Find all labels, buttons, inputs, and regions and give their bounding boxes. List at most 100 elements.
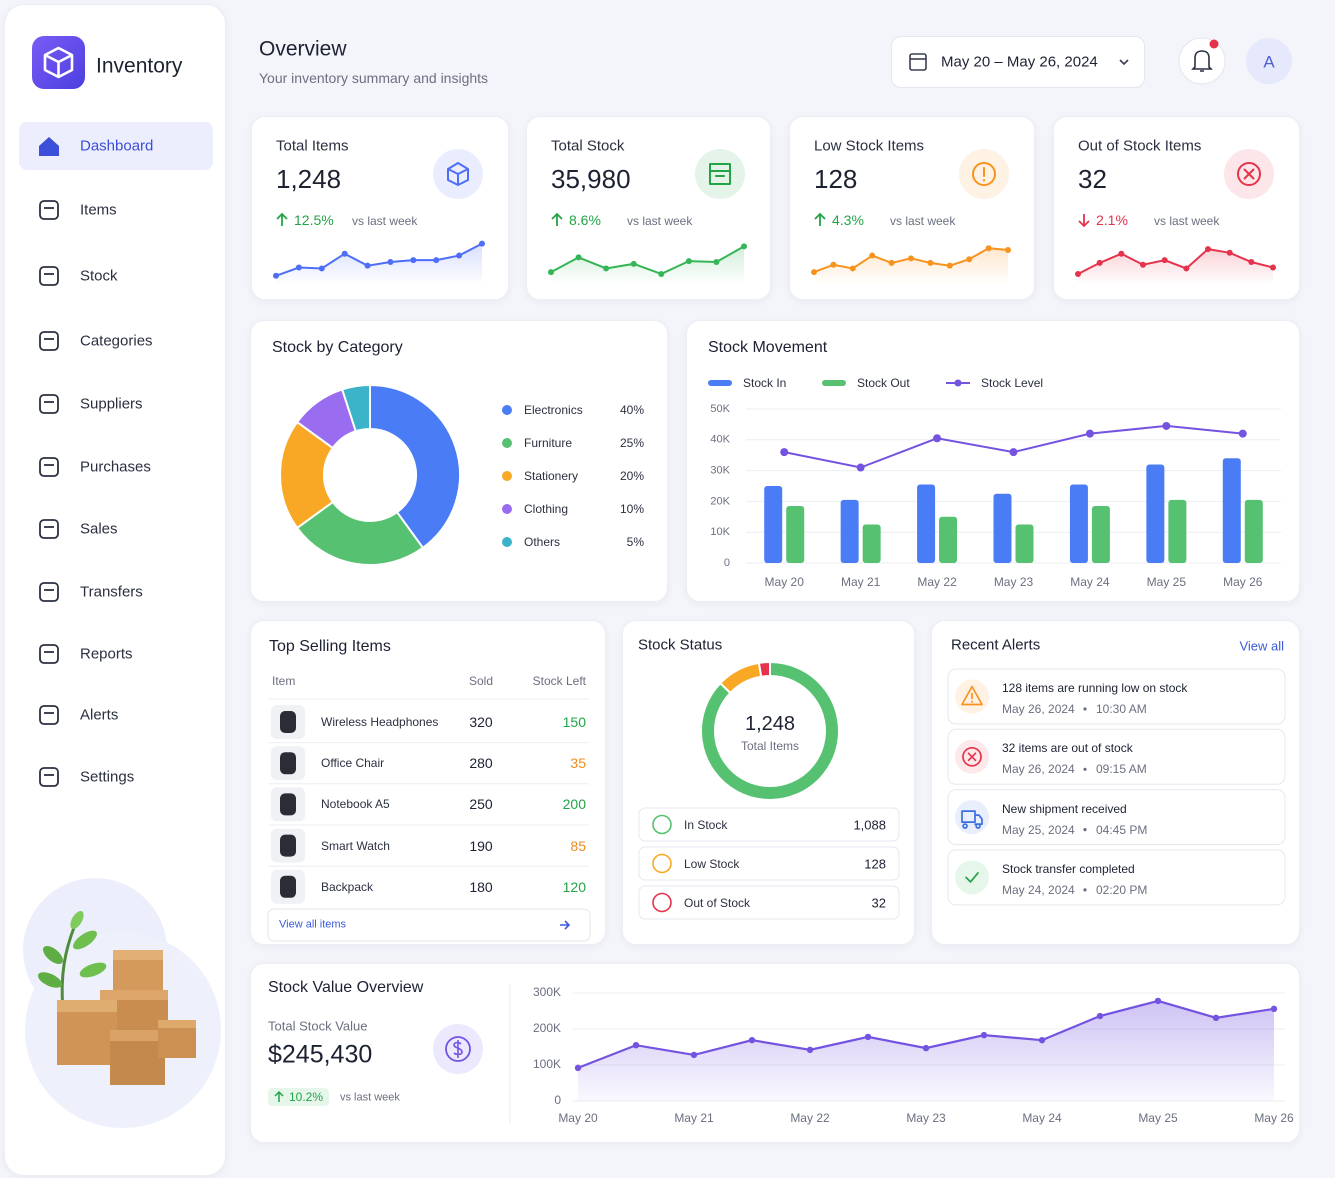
kpi-note: vs last week: [890, 214, 956, 228]
avatar-initial[interactable]: A: [1263, 52, 1275, 72]
nav-icon: [39, 266, 59, 286]
area-point: [1270, 1005, 1278, 1013]
kpi-change: 8.6%: [569, 212, 601, 228]
nav-item[interactable]: Categories: [80, 332, 153, 350]
item-thumb: [271, 869, 305, 904]
kpi-label: Out of Stock Items: [1078, 137, 1202, 155]
kpi-value: 1,248: [276, 164, 342, 194]
top-selling-card: Top Selling Items Item Sold Stock Left Wirel…: [250, 620, 606, 945]
illustration-blob: [23, 878, 167, 1022]
area-point: [1096, 1012, 1104, 1020]
y-tick-label: 200K: [533, 1021, 561, 1035]
nav-item[interactable]: Suppliers: [80, 395, 143, 413]
kpi-card: Out of Stock Items 32 2.1% vs last week: [1053, 116, 1300, 300]
alert-icon-bg: [955, 679, 989, 714]
nav-item[interactable]: Items: [80, 201, 117, 219]
nav-item[interactable]: Transfers: [80, 583, 143, 601]
date-range-button[interactable]: May 20 – May 26, 2024: [891, 36, 1145, 88]
column-header: Stock Left: [532, 674, 586, 688]
sparkline: [275, 242, 483, 277]
legend-label: Electronics: [524, 403, 583, 417]
alert-icon-bg: [955, 739, 989, 774]
nav-item[interactable]: Sales: [80, 520, 118, 538]
status-row: [638, 885, 900, 920]
line-point: [1085, 429, 1094, 438]
line: [784, 424, 1243, 469]
alerts-card: Recent Alerts View all 128 items are runni…: [931, 620, 1300, 945]
sparkline-point: [849, 265, 856, 272]
item-name: Office Chair: [321, 756, 385, 771]
alert-icon: [967, 752, 977, 762]
sparkline-point: [927, 259, 934, 266]
kpi-card: Low Stock Items 128 4.3% vs last week: [789, 116, 1035, 300]
bar: [1168, 499, 1187, 563]
sparkline-point: [741, 243, 747, 250]
sparkline-point: [1005, 247, 1011, 254]
alert-time: 02:20 PM: [1096, 882, 1148, 897]
kpi-value: 32: [1078, 164, 1107, 194]
nav-icon: [39, 705, 59, 725]
y-tick-label: 0: [724, 557, 730, 569]
view-all-link[interactable]: View all items: [279, 918, 347, 931]
sparkline-point: [630, 260, 637, 267]
view-all-link[interactable]: View all: [1239, 638, 1284, 654]
alert-text: New shipment received: [1002, 801, 1127, 816]
alert-time: 09:15 AM: [1096, 762, 1147, 777]
kpi-icon: [1243, 168, 1255, 180]
sparkline-point: [1075, 270, 1081, 277]
bar: [993, 493, 1012, 563]
nav-item[interactable]: Settings: [80, 768, 135, 786]
pie-slice: [279, 420, 335, 530]
chevron: [1119, 59, 1129, 66]
alerts-card-graphics: [947, 668, 1286, 906]
change-arrow: [274, 1090, 284, 1102]
sparkline-point: [1140, 261, 1146, 268]
change-arrow: [814, 212, 826, 226]
legend-label: Stationery: [524, 469, 579, 483]
legend-dot: [502, 537, 512, 547]
legend-dot: [502, 471, 512, 481]
legend-label: Others: [524, 535, 561, 549]
alert-icon: [961, 810, 983, 829]
sparkline-point: [295, 264, 302, 271]
nav-item[interactable]: Dashboard: [80, 137, 154, 155]
sparkline-point: [830, 261, 837, 268]
item-sold: 180: [469, 878, 493, 895]
bell-icon: [1191, 50, 1213, 72]
nav-item[interactable]: Alerts: [80, 706, 119, 724]
sidebar: Inventory Dashboard Items Stock Categories Su…: [4, 4, 226, 1176]
sparkline-point: [685, 258, 692, 265]
kpi-icon: [447, 162, 469, 186]
item-name: Backpack: [321, 879, 374, 894]
legend-dot: [502, 405, 512, 415]
sparkline-point: [1226, 249, 1233, 256]
sparkline-point: [888, 259, 895, 266]
bell-button: [1178, 37, 1226, 85]
kpi-label: Total Items: [276, 137, 349, 155]
item-thumb: [271, 828, 305, 863]
y-tick-label: 20K: [710, 495, 730, 507]
sparkline-point: [908, 255, 914, 262]
item-stock-left: 150: [562, 714, 586, 730]
donut-center-value: 1,248: [744, 713, 796, 735]
status-label: Low Stock: [684, 856, 740, 871]
bar: [1244, 499, 1263, 563]
value-total: $245,430: [268, 1040, 373, 1069]
nav-item[interactable]: Purchases: [80, 458, 151, 476]
column-header: Item: [272, 674, 296, 688]
nav-item[interactable]: Stock: [80, 267, 118, 285]
line-point: [1162, 421, 1171, 430]
value-note: vs last week: [340, 1091, 400, 1104]
status-label: In Stock: [684, 817, 728, 832]
nav-item[interactable]: Reports: [80, 645, 133, 663]
kpi-card: Total Stock 35,980 8.6% vs last week: [526, 116, 771, 300]
logo-cube: [43, 46, 74, 79]
stock-status-card: Stock Status In Stock 1,088 Low Stock 128 Out…: [622, 620, 915, 945]
card-title: Stock Value Overview: [268, 979, 424, 996]
logo: [32, 36, 85, 89]
area-point: [1212, 1014, 1220, 1022]
nav-icon: [39, 767, 59, 787]
legend-value: 5%: [626, 535, 644, 549]
sparkline-point: [946, 262, 953, 269]
status-label: Out of Stock: [684, 895, 751, 910]
